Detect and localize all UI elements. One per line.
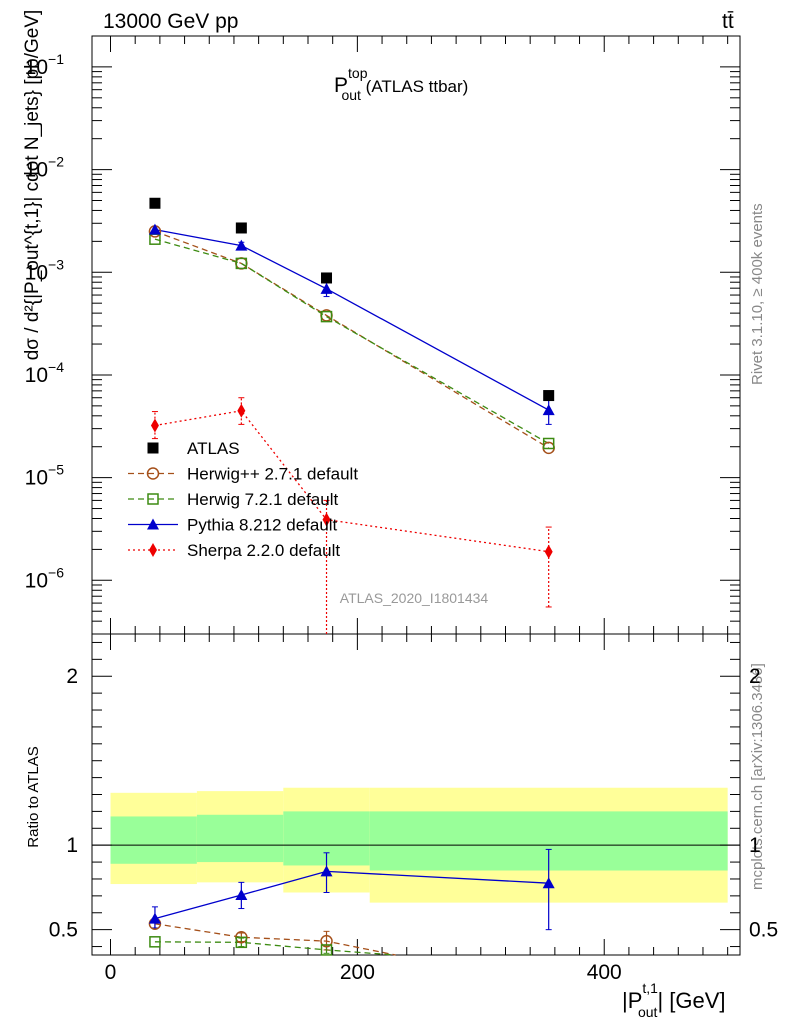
ratio-line-pythia-8-212-default	[154, 870, 549, 920]
main-line-pythia-8-212-default	[154, 229, 549, 411]
x-axis-label-sub: out	[638, 1004, 658, 1020]
ratio-ytick-label-right-2: 2	[749, 665, 761, 688]
x-axis-label-suffix: | [GeV]	[657, 988, 725, 1013]
ratio-y-axis-label: Ratio to ATLAS	[25, 746, 42, 847]
tick-base: 10	[25, 467, 48, 490]
main-point-sherpa-2-2-0-default-0	[150, 418, 159, 433]
ratio-point-pythia-8-212-default-3	[542, 877, 555, 889]
energy-label: 13000 GeV pp	[103, 10, 238, 33]
legend-label-sherpa-2-2-0-default: Sherpa 2.2.0 default	[187, 541, 340, 560]
main-point-atlas-1	[235, 222, 247, 234]
main-ytick-label-2: 10−4	[25, 359, 65, 387]
ratio-point-herwig-7-2-1-default-2	[320, 944, 333, 956]
ratio-xtick-label-0: 0	[105, 961, 117, 984]
ratio-uncertainty-bands	[92, 787, 740, 903]
axis-ticks	[92, 35, 740, 955]
main-line-herwig-2-7-1-default	[154, 230, 550, 449]
process-label: tt̄	[722, 10, 734, 33]
legend: ATLAS Herwig++ 2.7.1 default Herwig 7.2.1 …	[128, 439, 358, 560]
legend-label-herwig-7-2-1-default: Herwig 7.2.1 default	[187, 490, 338, 509]
tick-exponent: −2	[48, 154, 64, 170]
main-ytick-label-1: 10−5	[25, 462, 65, 490]
main-point-sherpa-2-2-0-default-1	[237, 403, 246, 418]
legend-marker-sherpa-2-2-0-default	[149, 543, 157, 557]
main-ytick-label-5: 10−1	[25, 51, 65, 79]
main-point-pythia-8-212-default-2	[320, 282, 333, 294]
x-axis-label: |Pt,1 out| [GeV]	[622, 980, 726, 1020]
tick-base: 10	[25, 56, 48, 79]
tick-base: 10	[25, 569, 48, 592]
data-markers	[148, 197, 555, 956]
main-point-atlas-0	[149, 197, 161, 209]
band-inner-1	[196, 814, 284, 863]
ratio-line-herwig-2-7-1-default	[154, 923, 396, 956]
legend-marker-herwig-2-7-1-default	[146, 467, 160, 480]
plot-title-sub: out	[341, 87, 361, 103]
ratio-point-pythia-8-212-default-0	[148, 912, 161, 924]
mcplots-credit: mcplots.cern.ch [arXiv:1306.3436]	[749, 663, 766, 890]
tick-base: 10	[25, 364, 48, 387]
x-axis-label-base: |P	[622, 988, 642, 1013]
legend-marker-atlas	[147, 442, 159, 454]
main-point-pythia-8-212-default-1	[235, 239, 248, 251]
legend-marker-herwig-7-2-1-default	[147, 493, 159, 505]
main-point-herwig-7-2-1-default-2	[320, 310, 333, 323]
main-y-axis-label: dσ / d²{|P_out^{t,1}| cdot N_jets} [pb/G…	[22, 10, 43, 361]
main-line-herwig-7-2-1-default	[154, 238, 550, 445]
band-inner-0	[110, 816, 197, 864]
ratio-xtick-label-1: 200	[340, 961, 375, 984]
main-point-herwig-7-2-1-default-1	[235, 257, 248, 270]
ratio-ytick-label-left-2: 2	[66, 665, 78, 688]
rivet-version: Rivet 3.1.10, ≥ 400k events	[749, 203, 766, 385]
ratio-point-pythia-8-212-default-2	[320, 865, 333, 877]
tick-exponent: −6	[48, 564, 64, 580]
ratio-point-herwig-7-2-1-default-1	[235, 936, 248, 949]
tick-base: 10	[25, 159, 48, 182]
main-ytick-label-3: 10−3	[25, 256, 65, 284]
tick-exponent: −4	[48, 359, 64, 375]
main-point-atlas-2	[321, 272, 333, 284]
main-point-pythia-8-212-default-0	[148, 223, 161, 235]
plot-title-suffix: (ATLAS ttbar)	[361, 77, 468, 96]
tick-exponent: −1	[48, 51, 64, 67]
x-axis-label-sup: t,1	[642, 980, 658, 996]
tick-exponent: −5	[48, 462, 64, 478]
ratio-xtick-label-2: 400	[587, 961, 622, 984]
ratio-point-herwig-2-7-1-default-2	[320, 934, 333, 948]
plot-title: Ptop out (ATLAS ttbar)	[334, 65, 468, 103]
legend-label-atlas: ATLAS	[187, 439, 240, 458]
main-point-atlas-3	[543, 390, 555, 402]
ratio-ytick-label-right-0: 0.5	[749, 919, 778, 942]
main-point-pythia-8-212-default-3	[542, 404, 555, 416]
ratio-point-pythia-8-212-default-1	[235, 889, 248, 901]
ratio-ytick-label-left-0: 0.5	[49, 919, 78, 942]
main-ytick-label-4: 10−2	[25, 154, 65, 182]
main-ytick-label-0: 10−6	[25, 564, 65, 592]
plot-title-base: P	[334, 74, 348, 97]
analysis-watermark: ATLAS_2020_I1801434	[340, 590, 489, 606]
plot-title-sup: top	[348, 65, 368, 81]
main-point-herwig-7-2-1-default-3	[542, 437, 555, 450]
legend-label-herwig-2-7-1-default: Herwig++ 2.7.1 default	[187, 465, 358, 484]
legend-marker-pythia-8-212-default	[147, 518, 159, 530]
ratio-ytick-label-left-1: 1	[66, 834, 78, 857]
main-point-sherpa-2-2-0-default-2	[322, 512, 331, 527]
ratio-ytick-label-right-1: 1	[749, 834, 761, 857]
tick-base: 10	[25, 261, 48, 284]
ratio-point-herwig-7-2-1-default-0	[149, 936, 161, 948]
tick-exponent: −3	[48, 256, 64, 272]
ratio-line-herwig-7-2-1-default	[154, 941, 395, 956]
series-lines	[154, 229, 550, 956]
main-line-sherpa-2-2-0-default	[154, 410, 549, 553]
legend-label-pythia-8-212-default: Pythia 8.212 default	[187, 516, 338, 535]
main-point-sherpa-2-2-0-default-3	[544, 544, 553, 559]
